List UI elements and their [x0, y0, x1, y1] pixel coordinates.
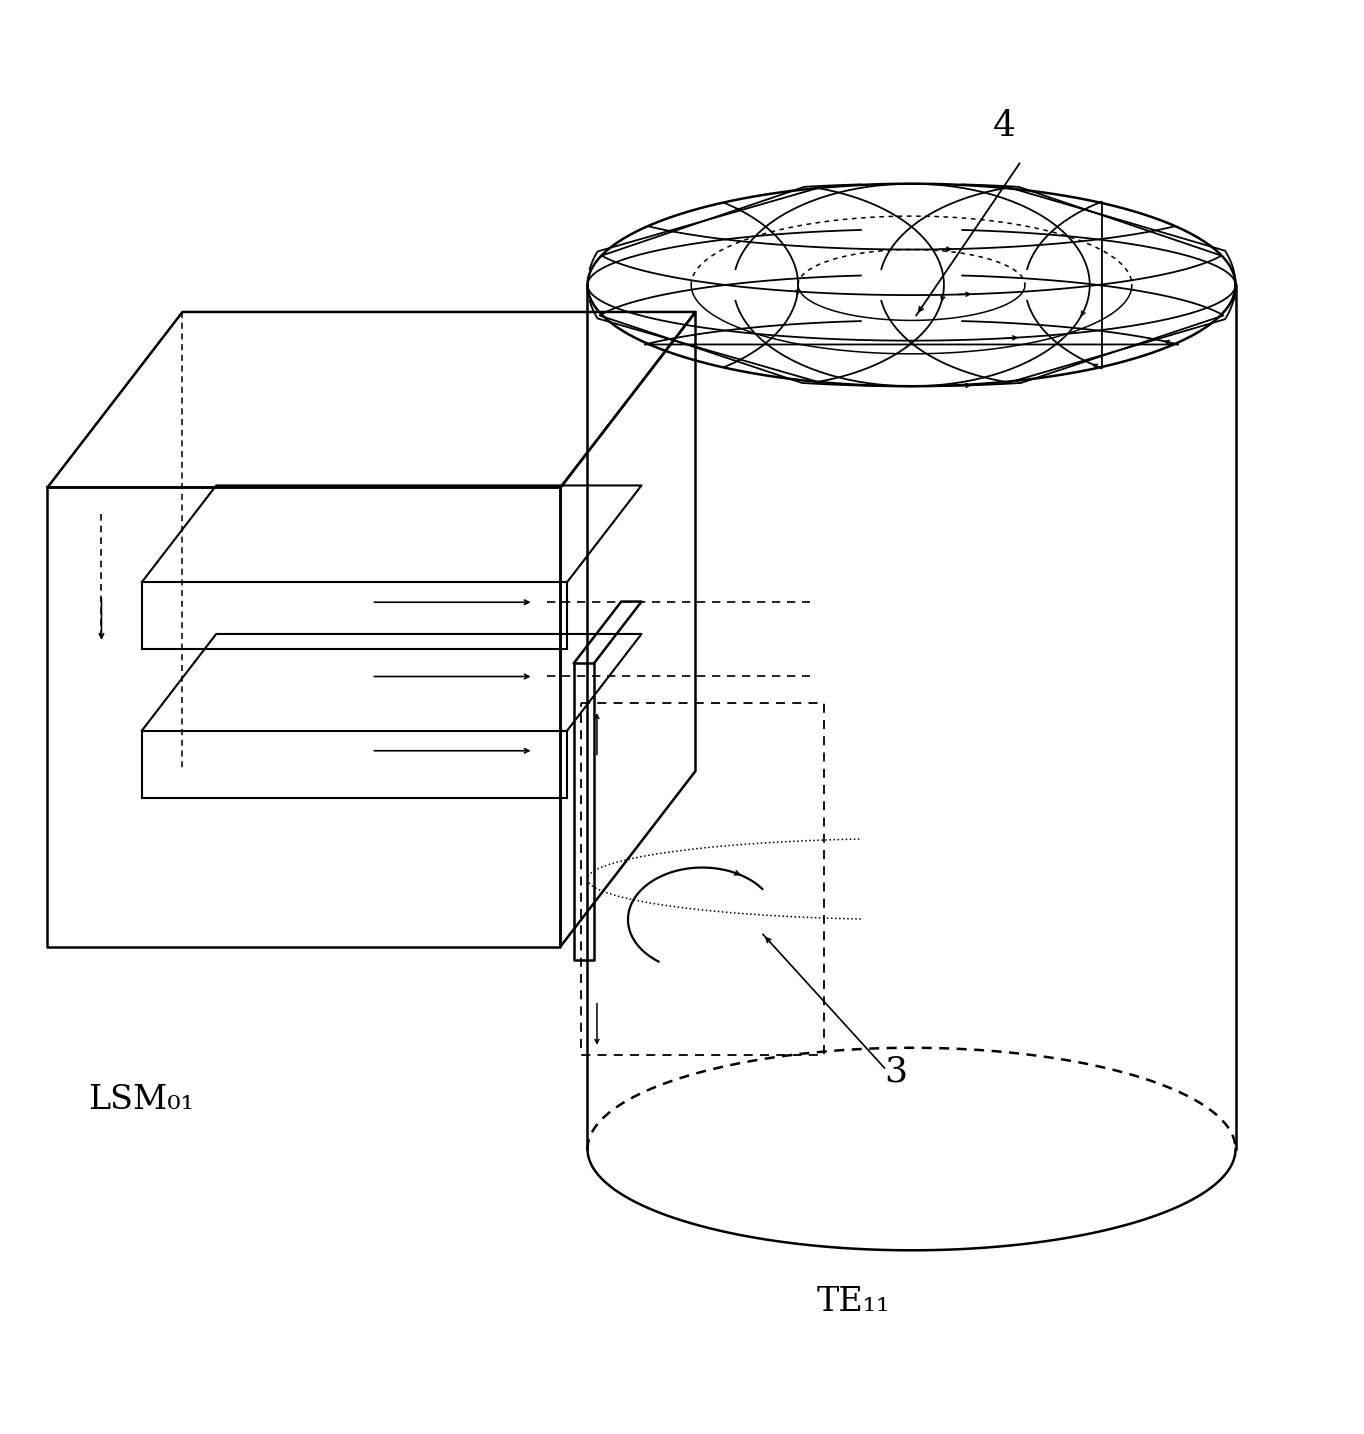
Text: 3: 3 — [884, 1054, 907, 1088]
Text: 4: 4 — [993, 109, 1016, 143]
Text: TE₁₁: TE₁₁ — [817, 1286, 891, 1318]
Text: LSM₀₁: LSM₀₁ — [87, 1084, 194, 1116]
